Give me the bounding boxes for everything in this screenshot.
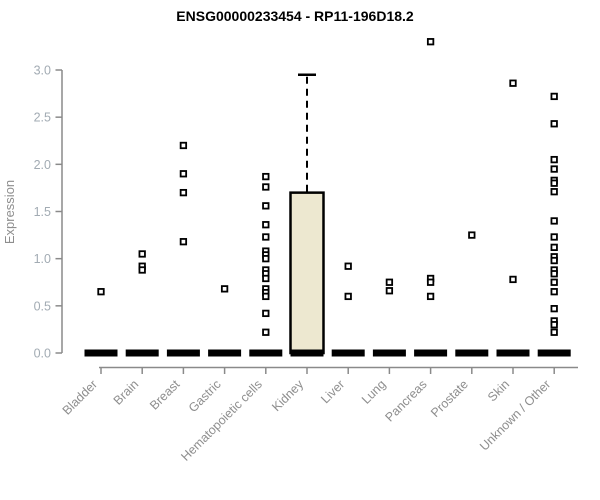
x-category-label: Breast xyxy=(147,377,183,413)
baseline-dash xyxy=(84,349,118,357)
y-tick-label: 2.0 xyxy=(34,158,51,172)
baseline-dash xyxy=(331,349,365,357)
box-median-line xyxy=(290,349,324,357)
data-point xyxy=(262,202,270,210)
x-category-label: Brain xyxy=(111,377,142,408)
data-point xyxy=(550,233,558,241)
data-point xyxy=(550,165,558,173)
baseline-dash xyxy=(249,349,283,357)
x-category-label: Lung xyxy=(359,377,389,407)
data-point xyxy=(550,217,558,225)
y-tick-label: 2.5 xyxy=(34,111,51,125)
data-point xyxy=(138,250,146,258)
x-category-label: Pancreas xyxy=(382,377,429,424)
data-point xyxy=(97,288,105,296)
kidney-boxplot xyxy=(289,73,325,357)
x-category-label: Kidney xyxy=(269,377,306,414)
x-category-label: Hematopoietic cells xyxy=(178,377,265,464)
baseline-dash xyxy=(414,349,448,357)
data-point xyxy=(550,321,558,329)
data-point xyxy=(262,221,270,229)
data-point xyxy=(426,292,435,301)
data-point xyxy=(344,292,352,301)
data-point xyxy=(138,266,146,274)
data-point xyxy=(179,141,188,150)
box-rect xyxy=(289,191,325,355)
data-point xyxy=(179,170,188,178)
data-point xyxy=(550,288,558,296)
data-point xyxy=(220,285,229,293)
data-point xyxy=(262,309,270,318)
data-point xyxy=(385,278,394,286)
x-category-label: Liver xyxy=(318,377,347,406)
baseline-dashes xyxy=(84,349,571,357)
data-point xyxy=(550,256,558,265)
y-tick-label: 0.5 xyxy=(34,299,51,313)
y-tick-label: 1.5 xyxy=(34,205,51,219)
y-tick-label: 3.0 xyxy=(34,64,51,78)
data-point xyxy=(550,278,558,286)
baseline-dash xyxy=(372,349,406,357)
data-point xyxy=(509,275,517,284)
baseline-dash xyxy=(166,349,200,357)
y-tick-label: 0.0 xyxy=(34,347,51,361)
baseline-dash xyxy=(125,349,159,357)
chart-title: ENSG00000233454 - RP11-196D18.2 xyxy=(176,8,414,24)
x-category-label: Gastric xyxy=(186,377,224,415)
data-point xyxy=(550,92,558,101)
data-point xyxy=(262,292,270,301)
data-point xyxy=(426,38,435,46)
data-point xyxy=(509,79,517,87)
data-point xyxy=(344,262,352,270)
data-point xyxy=(468,231,476,239)
data-point xyxy=(262,233,270,241)
data-point xyxy=(550,270,558,278)
data-point xyxy=(550,328,558,336)
data-point xyxy=(550,243,558,251)
data-point xyxy=(550,305,558,313)
y-axis: 0.0 0.5 1.0 1.5 2.0 2.5 3.0 xyxy=(34,64,63,361)
data-point xyxy=(262,255,270,263)
data-point xyxy=(550,179,558,187)
data-point xyxy=(262,172,270,181)
x-category-label: Skin xyxy=(485,377,512,404)
data-point xyxy=(179,188,188,197)
baseline-dash xyxy=(455,349,489,357)
data-point xyxy=(550,120,558,128)
x-category-label: Unknown / Other xyxy=(477,377,553,453)
x-category-label: Prostate xyxy=(428,377,471,420)
data-point xyxy=(179,238,188,246)
data-point xyxy=(262,274,270,283)
data-point xyxy=(426,278,435,286)
data-point xyxy=(550,155,558,164)
data-point xyxy=(262,328,270,336)
baseline-dash xyxy=(208,349,242,357)
baseline-dash xyxy=(537,349,571,357)
y-axis-label: Expression xyxy=(2,180,17,244)
y-tick-label: 1.0 xyxy=(34,252,51,266)
data-point xyxy=(550,188,558,196)
scatter-points xyxy=(97,38,558,336)
baseline-dash xyxy=(496,349,530,357)
data-point xyxy=(262,183,270,191)
data-point xyxy=(385,287,394,295)
x-category-label: Bladder xyxy=(60,377,100,417)
